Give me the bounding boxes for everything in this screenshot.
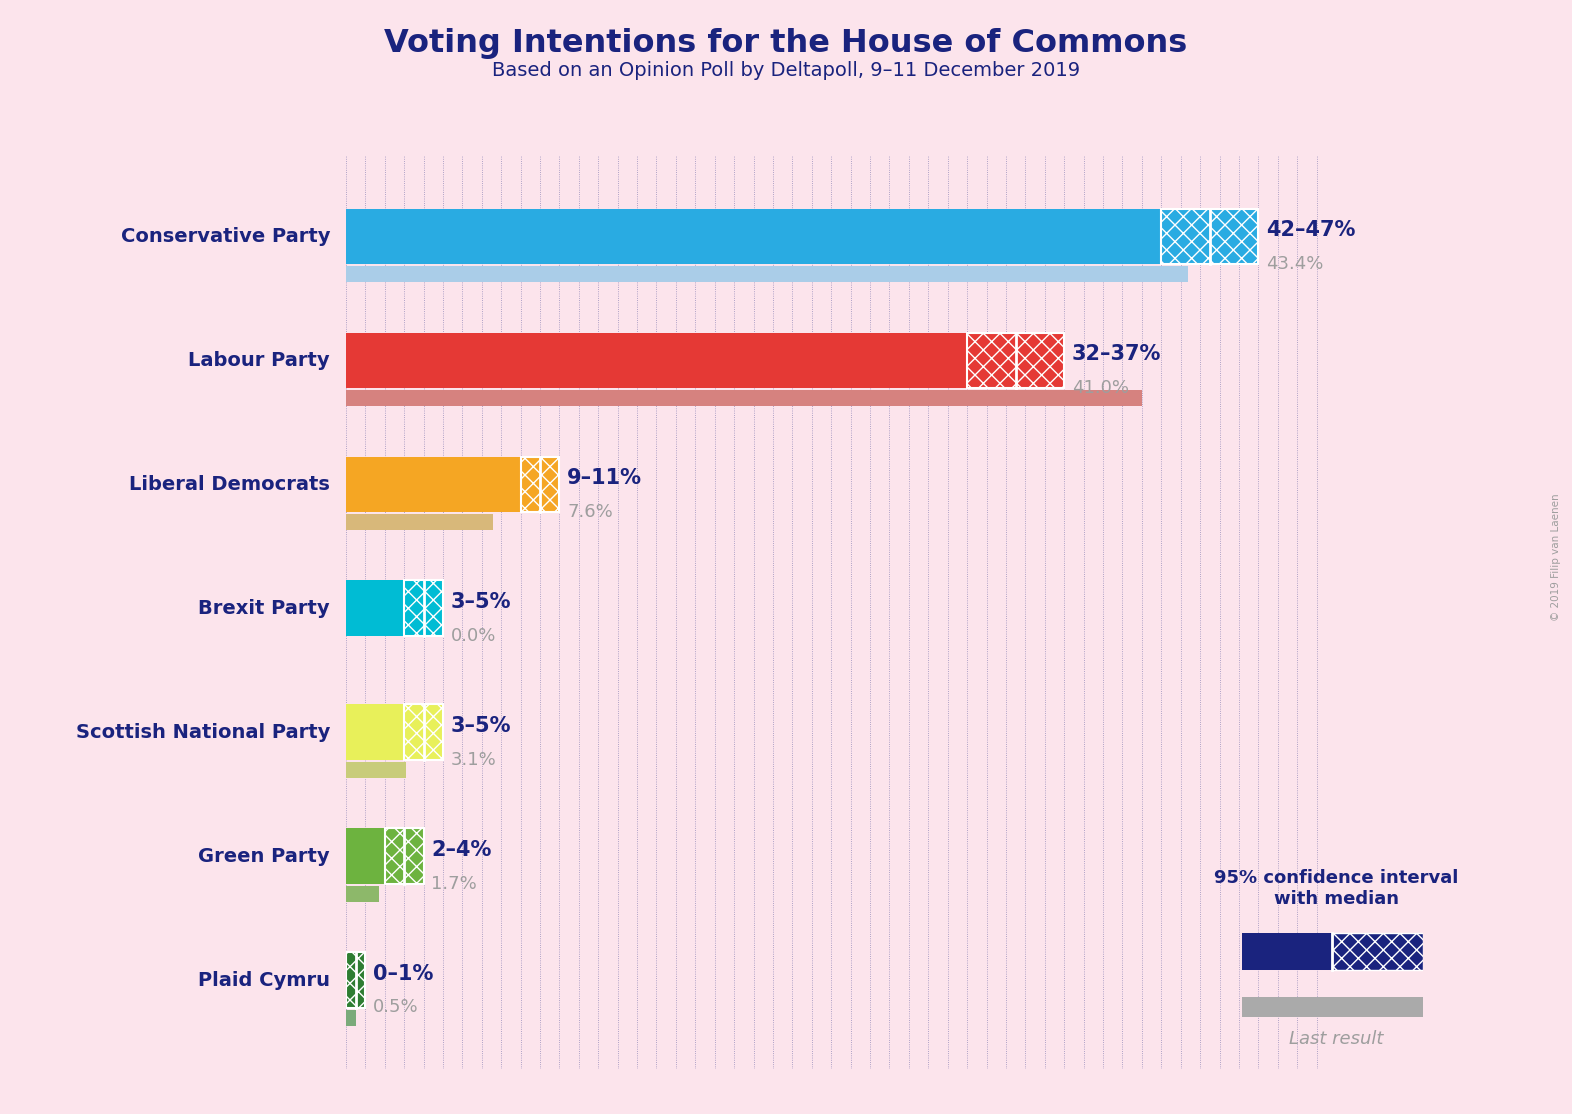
Bar <box>346 886 379 902</box>
Text: 0–1%: 0–1% <box>373 964 434 984</box>
Text: Conservative Party: Conservative Party <box>121 227 330 246</box>
Bar <box>346 1010 355 1026</box>
Bar <box>1242 997 1423 1017</box>
Bar <box>1162 208 1258 264</box>
Text: 3–5%: 3–5% <box>451 593 511 613</box>
Text: © 2019 Filip van Laenen: © 2019 Filip van Laenen <box>1552 494 1561 620</box>
Bar <box>346 580 404 636</box>
Text: Scottish National Party: Scottish National Party <box>75 723 330 742</box>
Text: Labour Party: Labour Party <box>189 351 330 370</box>
Bar <box>967 333 1064 389</box>
Bar <box>346 704 404 760</box>
Text: Brexit Party: Brexit Party <box>198 599 330 618</box>
Text: Based on an Opinion Poll by Deltapoll, 9–11 December 2019: Based on an Opinion Poll by Deltapoll, 9… <box>492 61 1080 80</box>
Text: Voting Intentions for the House of Commons: Voting Intentions for the House of Commo… <box>385 28 1187 59</box>
Bar <box>404 580 443 636</box>
Bar <box>1242 932 1333 970</box>
Bar <box>346 829 385 885</box>
Text: 32–37%: 32–37% <box>1072 344 1162 364</box>
Text: 0.0%: 0.0% <box>451 627 497 645</box>
Bar <box>346 266 1188 282</box>
Text: Plaid Cymru: Plaid Cymru <box>198 970 330 989</box>
Text: Last result: Last result <box>1289 1030 1383 1048</box>
Bar <box>346 208 1162 264</box>
Bar <box>346 457 520 512</box>
Text: 3–5%: 3–5% <box>451 716 511 736</box>
Bar <box>346 515 494 530</box>
Bar <box>346 390 1141 407</box>
Bar <box>346 333 967 389</box>
Text: 2–4%: 2–4% <box>431 840 492 860</box>
Text: 7.6%: 7.6% <box>567 502 613 520</box>
Text: 1.7%: 1.7% <box>431 874 476 892</box>
Bar <box>385 829 423 885</box>
Bar <box>520 457 560 512</box>
Text: Green Party: Green Party <box>198 847 330 866</box>
Bar <box>404 704 443 760</box>
Text: 43.4%: 43.4% <box>1265 255 1324 273</box>
Text: Liberal Democrats: Liberal Democrats <box>129 475 330 494</box>
Text: 3.1%: 3.1% <box>451 751 497 769</box>
Bar <box>346 952 365 1008</box>
Text: 0.5%: 0.5% <box>373 998 418 1016</box>
Text: 9–11%: 9–11% <box>567 468 643 488</box>
Text: 41.0%: 41.0% <box>1072 379 1129 397</box>
Text: 42–47%: 42–47% <box>1265 221 1355 241</box>
Text: 95% confidence interval
with median: 95% confidence interval with median <box>1214 869 1459 908</box>
Bar <box>346 762 406 779</box>
Bar <box>1333 932 1423 970</box>
